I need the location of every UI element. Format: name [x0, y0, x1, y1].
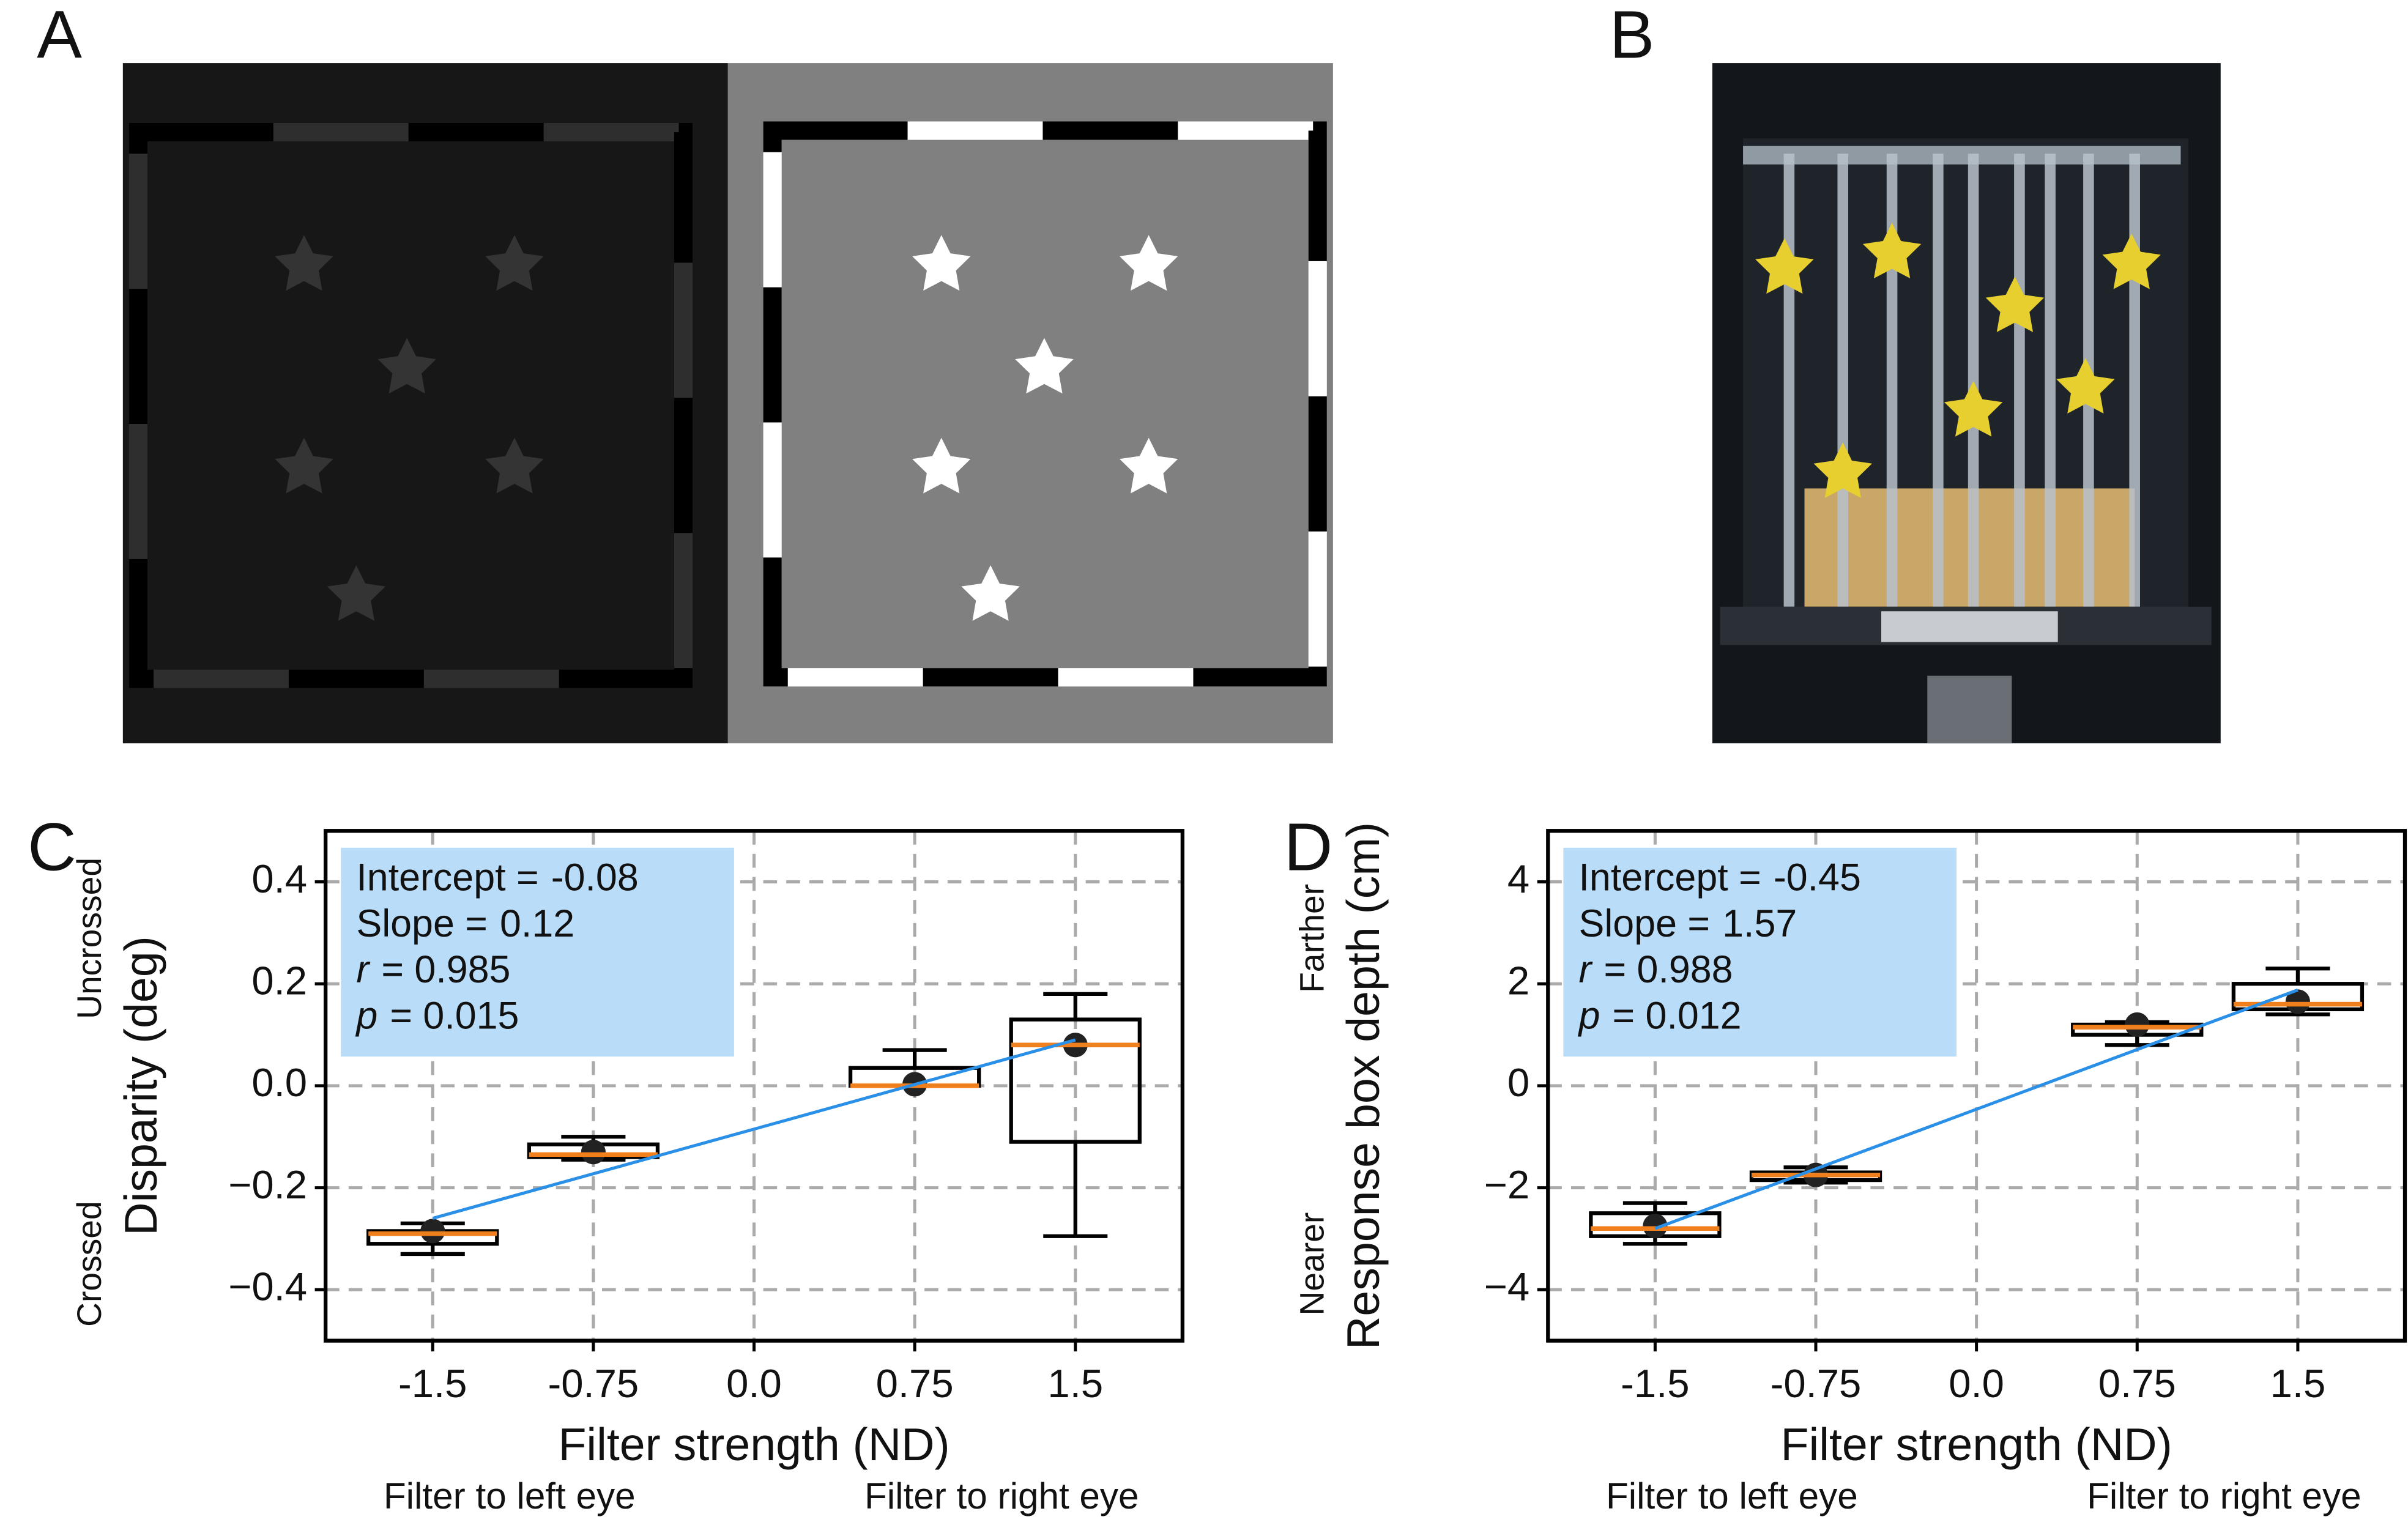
annotation: Intercept = -0.08 — [356, 856, 638, 899]
x-tick-label: 0.75 — [2098, 1361, 2176, 1406]
annotation-label: Intercept = — [356, 856, 538, 899]
y-tick-label: 0 — [1507, 1060, 1529, 1105]
annotation-value: 1.57 — [1722, 902, 1797, 945]
panel-label: A — [37, 0, 82, 73]
x-note: Filter to left eye — [384, 1475, 636, 1516]
x-tick-label: 0.75 — [876, 1361, 954, 1406]
annotation-value: = 0.988 — [1603, 948, 1733, 991]
annotation: p = 0.012 — [1577, 994, 1741, 1037]
mean-point — [420, 1219, 445, 1244]
annotation-value: 0.12 — [500, 902, 574, 945]
y-tick-label: −2 — [1484, 1162, 1529, 1207]
annotation-label: Slope = — [1578, 902, 1710, 945]
annotation-label: Slope = — [356, 902, 488, 945]
annotation-label: p — [355, 994, 377, 1037]
annotation-value: -0.08 — [551, 856, 639, 899]
panel-label: D — [1284, 810, 1333, 885]
annotation: Slope = 1.57 — [1578, 902, 1797, 945]
y-tick-label: −0.4 — [228, 1264, 307, 1309]
y-tick-label: 0.0 — [251, 1060, 307, 1105]
annotation: r = 0.988 — [1578, 948, 1733, 991]
panel-a-stimulus — [122, 63, 1333, 744]
annotation: Intercept = -0.45 — [1578, 856, 1860, 899]
y-tick-label: 0.4 — [251, 856, 307, 901]
x-tick-label: 1.5 — [1047, 1361, 1103, 1406]
mean-point — [2285, 989, 2310, 1014]
box — [1009, 1017, 1142, 1144]
panel-label: B — [1610, 0, 1655, 73]
mean-point — [581, 1140, 606, 1165]
annotation: p = 0.015 — [355, 994, 519, 1037]
mean-point — [2125, 1012, 2150, 1037]
x-axis-label: Filter strength (ND) — [1781, 1419, 2172, 1470]
annotation-box — [1563, 847, 1956, 1057]
x-note: Filter to left eye — [1606, 1475, 1858, 1516]
x-tick-label: 0.0 — [1949, 1361, 2004, 1406]
y-tick-label: −4 — [1484, 1264, 1529, 1309]
annotation-box — [341, 847, 734, 1057]
y-tick-label: 4 — [1507, 856, 1529, 901]
panel-label: C — [28, 810, 76, 885]
mean-point — [1643, 1214, 1668, 1239]
x-note: Filter to right eye — [2087, 1475, 2362, 1516]
annotation-value: = 0.012 — [1612, 994, 1741, 1037]
annotation-label: r — [1578, 948, 1593, 991]
y-note: Crossed — [70, 1201, 108, 1327]
fit-line — [1654, 988, 2298, 1230]
x-tick-label: -1.5 — [1621, 1361, 1689, 1406]
y-note: Nearer — [1293, 1212, 1331, 1316]
annotation: r = 0.985 — [356, 948, 510, 991]
annotation-value: = 0.015 — [390, 994, 519, 1037]
x-tick-label: -1.5 — [398, 1361, 467, 1406]
y-axis-label: Disparity (deg) — [115, 936, 166, 1236]
x-tick-label: -0.75 — [1771, 1361, 1862, 1406]
x-note: Filter to right eye — [864, 1475, 1139, 1516]
x-tick-label: -0.75 — [548, 1361, 639, 1406]
x-tick-label: 0.0 — [726, 1361, 782, 1406]
annotation-label: r — [356, 948, 371, 991]
plot-frame — [324, 829, 1184, 1343]
annotation-label: p — [1577, 994, 1600, 1037]
y-tick-label: 0.2 — [251, 958, 307, 1003]
y-note: Uncrossed — [70, 858, 108, 1019]
annotation-value: = 0.985 — [381, 948, 510, 991]
annotation-value: -0.45 — [1774, 856, 1861, 899]
y-note: Farther — [1293, 884, 1331, 993]
annotation-label: Intercept = — [1578, 856, 1761, 899]
y-tick-label: 2 — [1507, 958, 1529, 1003]
fit-line — [432, 1038, 1076, 1220]
x-tick-label: 1.5 — [2270, 1361, 2326, 1406]
y-axis-label: Response box depth (cm) — [1337, 822, 1389, 1349]
panel-b-photo — [1712, 63, 2221, 744]
x-axis-label: Filter strength (ND) — [558, 1419, 949, 1470]
y-tick-label: −0.2 — [228, 1162, 307, 1207]
annotation: Slope = 0.12 — [356, 902, 574, 945]
plot-frame — [1546, 829, 2407, 1343]
